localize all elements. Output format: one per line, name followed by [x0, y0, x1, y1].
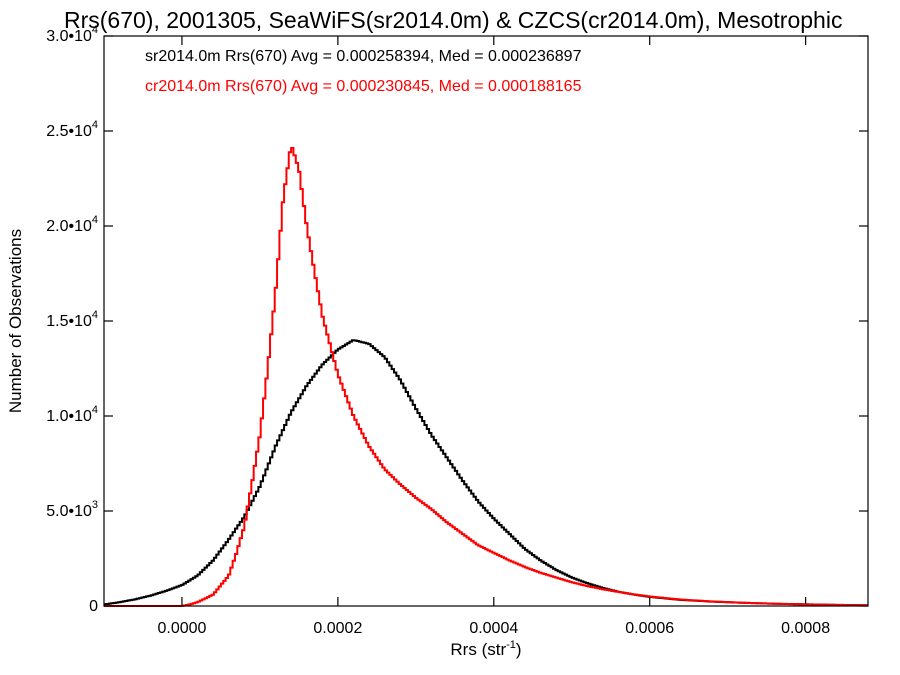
- y-tick-label: 5.0•103: [46, 499, 98, 520]
- y-axis: 0 5.0•103 1.0•104 1.5•104 2.0•104 2.5•104 3.0•…: [46, 24, 868, 615]
- x-axis: 0.0000 0.0002 0.0004 0.0006 0.0008: [157, 36, 830, 637]
- x-tick-label: 0.0008: [781, 620, 830, 637]
- x-tick-label: 0.0002: [313, 620, 362, 637]
- y-tick-label: 2.5•104: [46, 119, 98, 140]
- y-tick-label: 2.0•104: [46, 214, 98, 235]
- y-tick-label: 1.5•104: [46, 309, 98, 330]
- x-tick-label: 0.0000: [157, 620, 206, 637]
- y-tick-label: 1.0•104: [46, 404, 98, 425]
- y-tick-label: 3.0•104: [46, 24, 98, 45]
- series-line-0: [104, 339, 868, 607]
- x-tick-label: 0.0006: [625, 620, 674, 637]
- x-tick-label: 0.0004: [469, 620, 518, 637]
- legend-entry-sr2014: sr2014.0m Rrs(670) Avg = 0.000258394, Me…: [145, 48, 582, 65]
- chart-title: Rrs(670), 2001305, SeaWiFS(sr2014.0m) & …: [64, 7, 842, 33]
- y-tick-label: 0: [89, 598, 98, 615]
- series-layer: [104, 147, 868, 607]
- series-line-1: [104, 147, 868, 607]
- y-axis-label: Number of Observations: [6, 229, 25, 413]
- plot-frame: [103, 35, 869, 607]
- x-axis-label: Rrs (str-1): [450, 639, 521, 659]
- legend-entry-cr2014: cr2014.0m Rrs(670) Avg = 0.000230845, Me…: [145, 78, 582, 95]
- legend: sr2014.0m Rrs(670) Avg = 0.000258394, Me…: [145, 48, 582, 95]
